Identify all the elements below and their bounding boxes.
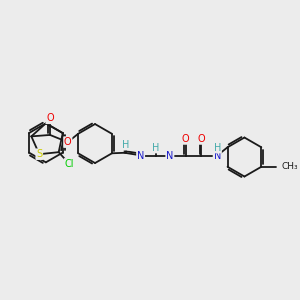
Text: S: S: [36, 149, 42, 159]
Text: CH₃: CH₃: [281, 162, 298, 171]
Text: H: H: [122, 140, 129, 150]
Text: O: O: [182, 134, 190, 144]
Text: O: O: [64, 137, 72, 147]
Text: N: N: [137, 151, 144, 160]
Text: Cl: Cl: [64, 159, 74, 169]
Text: O: O: [46, 113, 54, 123]
Text: O: O: [198, 134, 205, 144]
Text: H: H: [214, 142, 221, 153]
Text: N: N: [214, 151, 221, 160]
Text: N: N: [166, 151, 174, 160]
Text: H: H: [152, 142, 159, 153]
